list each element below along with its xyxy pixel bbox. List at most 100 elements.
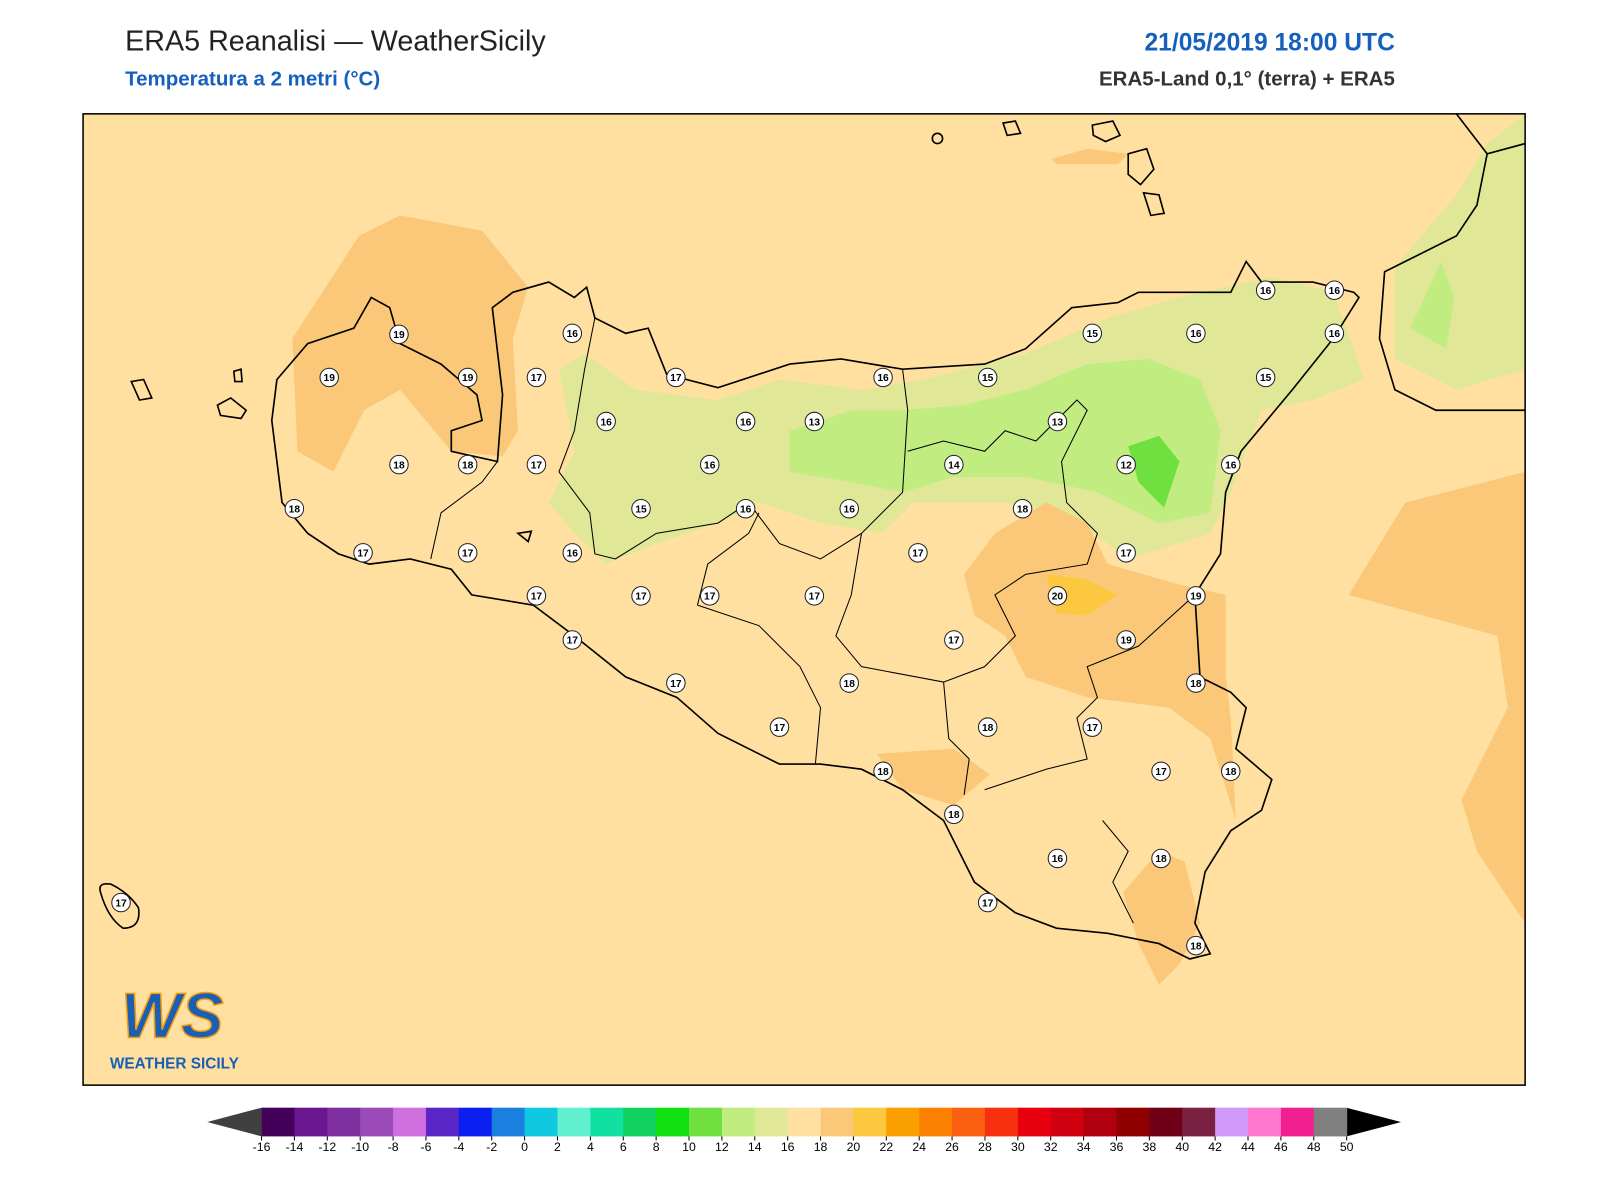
station-marker (666, 673, 686, 693)
colorbar-swatch (886, 1107, 920, 1137)
station-value: 19 (324, 373, 336, 384)
colorbar-swatch (984, 1107, 1019, 1137)
station-marker (1151, 761, 1171, 782)
station-value: 18 (844, 679, 856, 690)
station-value: 19 (1120, 636, 1132, 647)
station-value: 12 (1120, 460, 1132, 471)
station-marker (562, 323, 583, 344)
station-marker (1082, 717, 1103, 737)
station-marker (1047, 586, 1068, 606)
station-marker (1324, 280, 1345, 300)
title: ERA5 Reanalisi — WeatherSicily (125, 26, 546, 58)
station-value: 17 (704, 592, 716, 603)
station-marker (457, 454, 478, 475)
colorbar-swatch (1116, 1107, 1150, 1137)
station-marker (353, 543, 373, 563)
station-value: 17 (567, 636, 579, 647)
station-value: 19 (1190, 592, 1202, 603)
station-marker (457, 367, 478, 388)
colorbar-swatch (1280, 1107, 1315, 1137)
colorbar-label: 2 (554, 1140, 561, 1154)
map-frame (82, 113, 1526, 1086)
station-value: 17 (462, 549, 474, 560)
station-value: 17 (531, 592, 543, 603)
station-value: 15 (1087, 329, 1099, 340)
colorbar-label: -4 (453, 1140, 464, 1154)
colorbar-label: -10 (351, 1140, 369, 1154)
temperature-shading (292, 113, 1526, 985)
colorbar-label: 50 (1340, 1140, 1354, 1154)
colorbar-swatch (754, 1107, 789, 1137)
station-marker (111, 892, 131, 913)
station-marker (735, 498, 756, 519)
station-marker (666, 367, 686, 388)
station-marker (1324, 323, 1345, 344)
colorbar-label: 10 (682, 1140, 696, 1154)
station-value: 18 (1190, 679, 1202, 690)
colorbar: -16 -14 -12 -10 -8 -6 -4 -2 0 2 4 6 8 10 12 14 16 18 20 22 2… (207, 1107, 1402, 1154)
subtitle: Temperatura a 2 metri (°C) (125, 67, 380, 90)
colorbar-swatch (1313, 1107, 1348, 1137)
colorbar-label: 28 (978, 1140, 992, 1154)
station-marker (977, 367, 998, 388)
colorbar-swatch (393, 1107, 427, 1137)
station-marker (1047, 848, 1068, 869)
station-value: 17 (670, 679, 682, 690)
datetime: 21/05/2019 18:00 UTC (1144, 30, 1395, 57)
station-marker (839, 498, 859, 519)
station-marker (526, 586, 547, 606)
stations: 19 19 19 17 16 17 16 16 13 16 15 15 16 16 16 16 15 13 14 12… (111, 280, 1345, 956)
station-marker (700, 454, 720, 475)
station-marker (562, 543, 583, 563)
colorbar-swatch (1050, 1107, 1085, 1137)
station-marker (1012, 498, 1033, 519)
station-value: 16 (1329, 286, 1341, 297)
colorbar-swatch (1248, 1107, 1282, 1137)
colorbar-swatch (1083, 1107, 1118, 1137)
station-marker (908, 543, 928, 563)
station-value: 16 (1329, 329, 1341, 340)
source: ERA5-Land 0,1° (terra) + ERA5 (1099, 67, 1395, 90)
colorbar-label: 16 (781, 1140, 795, 1154)
station-value: 16 (740, 417, 752, 428)
colorbar-label: -16 (253, 1140, 271, 1154)
station-marker (562, 630, 583, 650)
colorbar-swatch (261, 1107, 295, 1137)
colorbar-label: 4 (587, 1140, 594, 1154)
station-value: 18 (948, 810, 960, 821)
colorbar-swatch (787, 1107, 822, 1137)
colorbar-swatch (820, 1107, 854, 1137)
station-marker (1186, 586, 1206, 606)
station-marker (977, 892, 998, 913)
station-value: 18 (462, 460, 474, 471)
colorbar-swatch (952, 1107, 986, 1137)
station-value: 16 (1225, 460, 1237, 471)
colorbar-label: 36 (1110, 1140, 1124, 1154)
colorbar-label: 42 (1208, 1140, 1222, 1154)
colorbar-swatch (1017, 1107, 1052, 1137)
station-value: 20 (1052, 592, 1064, 603)
station-marker (769, 717, 790, 737)
station-marker (1116, 454, 1136, 475)
colorbar-label: 6 (620, 1140, 627, 1154)
station-marker (944, 804, 964, 825)
station-marker (1186, 673, 1206, 693)
colorbar-label: 44 (1241, 1140, 1255, 1154)
colorbar-label: 26 (945, 1140, 959, 1154)
station-marker (804, 411, 825, 432)
station-marker (526, 367, 547, 388)
station-value: 16 (567, 329, 579, 340)
colorbar-label: 22 (879, 1140, 893, 1154)
station-marker (1221, 454, 1241, 475)
station-value: 17 (1087, 723, 1099, 734)
station-marker (1047, 411, 1068, 432)
station-value: 16 (600, 417, 612, 428)
station-value: 17 (982, 898, 994, 909)
colorbar-swatch (721, 1107, 756, 1137)
station-value: 15 (635, 504, 647, 515)
colorbar-label: 48 (1307, 1140, 1321, 1154)
colorbar-swatch (623, 1107, 657, 1137)
station-marker (1186, 323, 1206, 344)
